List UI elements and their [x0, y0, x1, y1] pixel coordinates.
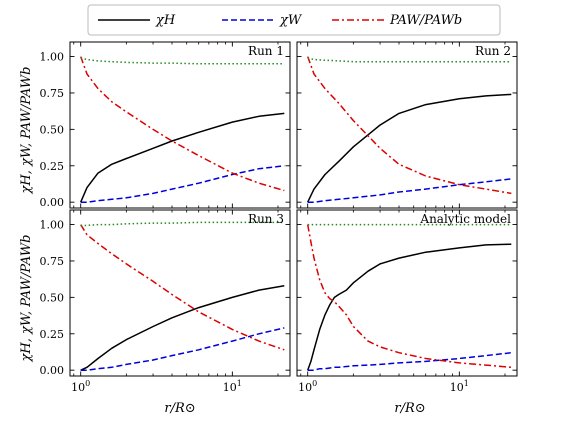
y-tick-label: 0.25 — [40, 328, 65, 341]
panel-title: Run 3 — [248, 212, 284, 226]
x-axis-label-right: r/R⊙ — [394, 401, 425, 416]
y-tick-label: 0.00 — [40, 196, 65, 209]
series-line-chi-w — [307, 351, 512, 371]
x-tick-label: 101 — [223, 379, 242, 394]
y-tick-label: 0.75 — [40, 87, 65, 100]
x-tick-label: 100 — [71, 379, 90, 394]
series-line-unlabeled — [80, 221, 285, 227]
panel-title: Run 1 — [248, 44, 284, 58]
panel-4: 100 101 Analytic model — [296, 209, 518, 394]
y-tick-label: 1.00 — [40, 219, 65, 232]
y-axis-label-bottom: χH, χW, PAW/PAWb — [19, 235, 34, 363]
panel-title: Analytic model — [419, 212, 511, 226]
plot-frame — [296, 209, 518, 377]
series-line-paw-ratio — [79, 56, 285, 192]
series-line-chi-w — [80, 327, 285, 371]
panels: 0.00 0.25 0.50 0.75 1.00 Run 1 Run 2 100 101 0.00… — [40, 41, 518, 394]
series-line-chi-h — [307, 93, 512, 203]
series-line-chi-w — [307, 178, 512, 203]
legend-label-paw: PAW/PAWb — [389, 13, 462, 28]
legend: χH χW PAW/PAWb — [87, 4, 501, 36]
series-line-paw-ratio — [80, 224, 285, 351]
y-axis-label-top: χH, χW, PAW/PAWb — [19, 67, 34, 195]
legend-label-chi-h: χH — [155, 13, 176, 28]
series-line-chi-h — [80, 284, 285, 371]
y-tick-label: 0.50 — [40, 291, 65, 304]
y-tick-label: 0.00 — [40, 364, 65, 377]
series-line-unlabeled — [80, 57, 285, 65]
series-line-paw-ratio — [306, 224, 512, 369]
panel-1: 0.00 0.25 0.50 0.75 1.00 Run 1 — [40, 41, 291, 209]
x-tick-label: 100 — [298, 379, 317, 394]
plot-frame — [69, 209, 291, 377]
x-axis-label-left: r/R⊙ — [164, 401, 195, 416]
series-line-chi-w — [80, 165, 285, 203]
plot-frame — [69, 41, 291, 209]
y-tick-label: 0.75 — [40, 255, 65, 268]
legend-frame — [87, 4, 501, 36]
panel-3: 100 101 0.00 0.25 0.50 0.75 1.00 Run 3 — [40, 209, 291, 394]
series-line-unlabeled — [307, 57, 512, 63]
y-tick-label: 1.00 — [40, 51, 65, 64]
y-tick-label: 0.50 — [40, 123, 65, 136]
y-tick-label: 0.25 — [40, 160, 65, 173]
legend-label-chi-w: χW — [279, 13, 303, 28]
series-line-chi-h — [80, 112, 285, 203]
series-line-paw-ratio — [306, 56, 512, 195]
series-line-chi-h — [306, 243, 512, 371]
panel-2: Run 2 — [296, 41, 518, 209]
plot-frame — [296, 41, 518, 209]
panel-title: Run 2 — [475, 44, 511, 58]
x-tick-label: 101 — [450, 379, 469, 394]
